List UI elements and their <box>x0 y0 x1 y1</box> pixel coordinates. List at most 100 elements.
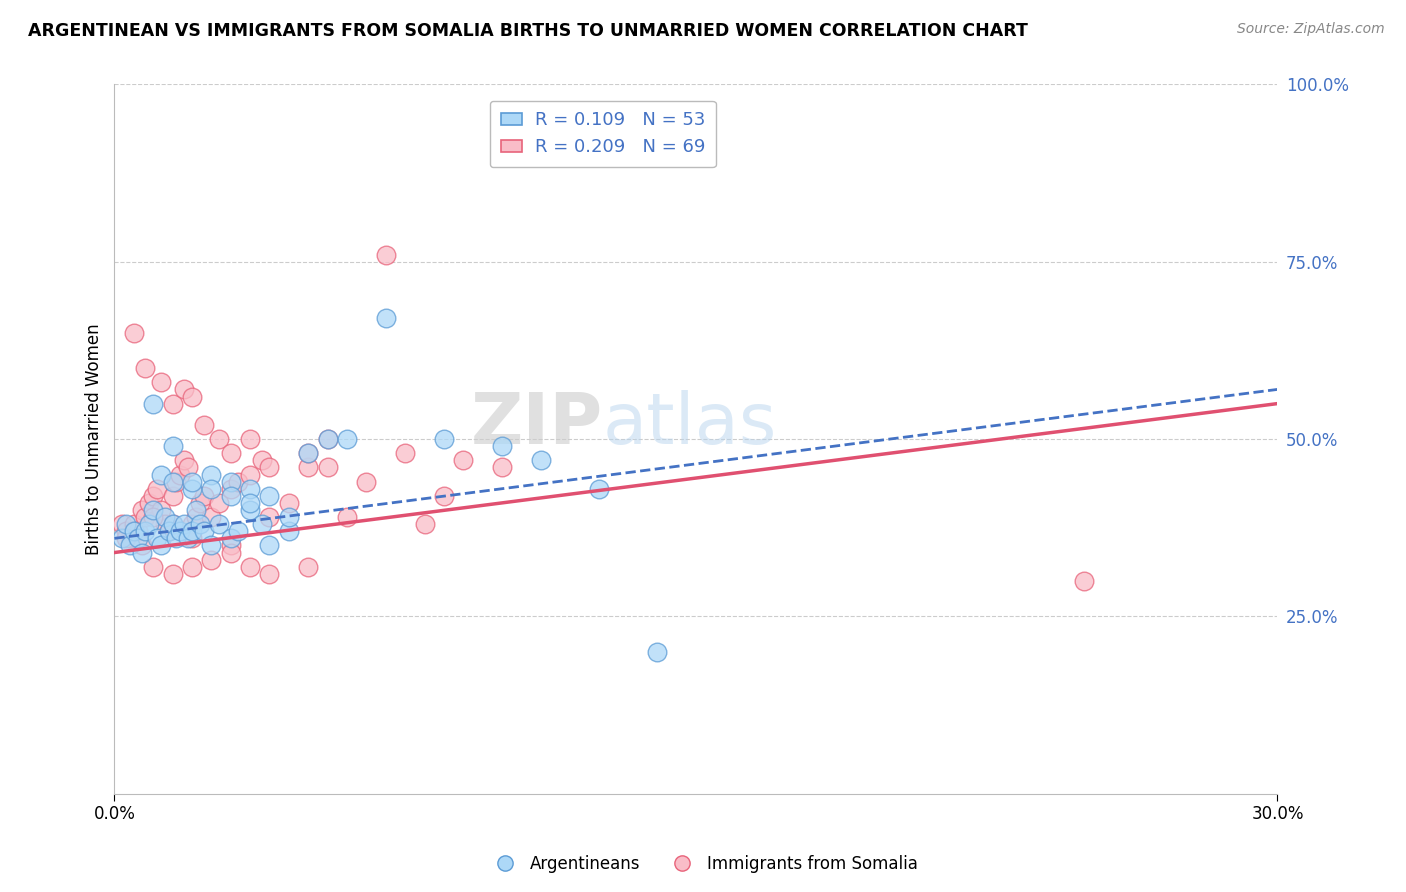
Point <box>131 503 153 517</box>
Point <box>138 517 160 532</box>
Point <box>181 390 204 404</box>
Point <box>1073 574 1095 588</box>
Point <box>433 489 456 503</box>
Point <box>277 496 299 510</box>
Point <box>165 475 187 489</box>
Legend: R = 0.109   N = 53, R = 0.209   N = 69: R = 0.109 N = 53, R = 0.209 N = 69 <box>489 101 716 168</box>
Point <box>219 545 242 559</box>
Point <box>142 503 165 517</box>
Point <box>277 510 299 524</box>
Point <box>118 538 141 552</box>
Point <box>115 517 138 532</box>
Point <box>131 545 153 559</box>
Point <box>200 538 222 552</box>
Point <box>118 532 141 546</box>
Text: ZIP: ZIP <box>471 391 603 459</box>
Point <box>173 383 195 397</box>
Point <box>181 524 204 539</box>
Point <box>219 446 242 460</box>
Point <box>153 517 176 532</box>
Point <box>208 517 231 532</box>
Point <box>177 532 200 546</box>
Point <box>134 524 156 539</box>
Point <box>374 311 396 326</box>
Point <box>157 524 180 539</box>
Point <box>149 538 172 552</box>
Point <box>219 482 242 496</box>
Point <box>297 446 319 460</box>
Point <box>188 517 211 532</box>
Point <box>297 559 319 574</box>
Point <box>122 326 145 340</box>
Point <box>181 482 204 496</box>
Point <box>259 566 281 581</box>
Point <box>165 532 187 546</box>
Text: atlas: atlas <box>603 391 778 459</box>
Point <box>111 532 134 546</box>
Point <box>115 532 138 546</box>
Point <box>149 376 172 390</box>
Point <box>169 467 191 482</box>
Point <box>181 517 204 532</box>
Point <box>122 524 145 539</box>
Point <box>208 432 231 446</box>
Point <box>297 446 319 460</box>
Point <box>336 510 359 524</box>
Point <box>239 496 262 510</box>
Y-axis label: Births to Unmarried Women: Births to Unmarried Women <box>86 323 103 555</box>
Point <box>491 439 513 453</box>
Point <box>297 460 319 475</box>
Point <box>162 566 184 581</box>
Point <box>173 453 195 467</box>
Point <box>138 496 160 510</box>
Point <box>193 524 215 539</box>
Point <box>250 453 273 467</box>
Point <box>239 467 262 482</box>
Point <box>122 524 145 539</box>
Point <box>259 510 281 524</box>
Point <box>259 489 281 503</box>
Point <box>219 489 242 503</box>
Point <box>228 524 250 539</box>
Point <box>193 417 215 432</box>
Point <box>336 432 359 446</box>
Point <box>134 510 156 524</box>
Point <box>162 517 184 532</box>
Point <box>316 432 339 446</box>
Point <box>184 503 207 517</box>
Point <box>491 460 513 475</box>
Point <box>200 467 222 482</box>
Point <box>433 432 456 446</box>
Point <box>645 645 668 659</box>
Point <box>157 524 180 539</box>
Point <box>193 489 215 503</box>
Point <box>200 482 222 496</box>
Point <box>239 503 262 517</box>
Point <box>200 552 222 566</box>
Point <box>374 247 396 261</box>
Point <box>219 532 242 546</box>
Point <box>111 517 134 532</box>
Point <box>146 482 169 496</box>
Point <box>250 517 273 532</box>
Point <box>188 496 211 510</box>
Point <box>177 460 200 475</box>
Point <box>259 538 281 552</box>
Point <box>200 510 222 524</box>
Point <box>184 510 207 524</box>
Point <box>146 532 169 546</box>
Point <box>239 482 262 496</box>
Point <box>169 524 191 539</box>
Point <box>356 475 378 489</box>
Point <box>162 439 184 453</box>
Point <box>259 460 281 475</box>
Point <box>181 532 204 546</box>
Point <box>181 559 204 574</box>
Text: Source: ZipAtlas.com: Source: ZipAtlas.com <box>1237 22 1385 37</box>
Point <box>316 432 339 446</box>
Point <box>149 467 172 482</box>
Point <box>394 446 416 460</box>
Point <box>142 559 165 574</box>
Point <box>530 453 553 467</box>
Point <box>142 510 165 524</box>
